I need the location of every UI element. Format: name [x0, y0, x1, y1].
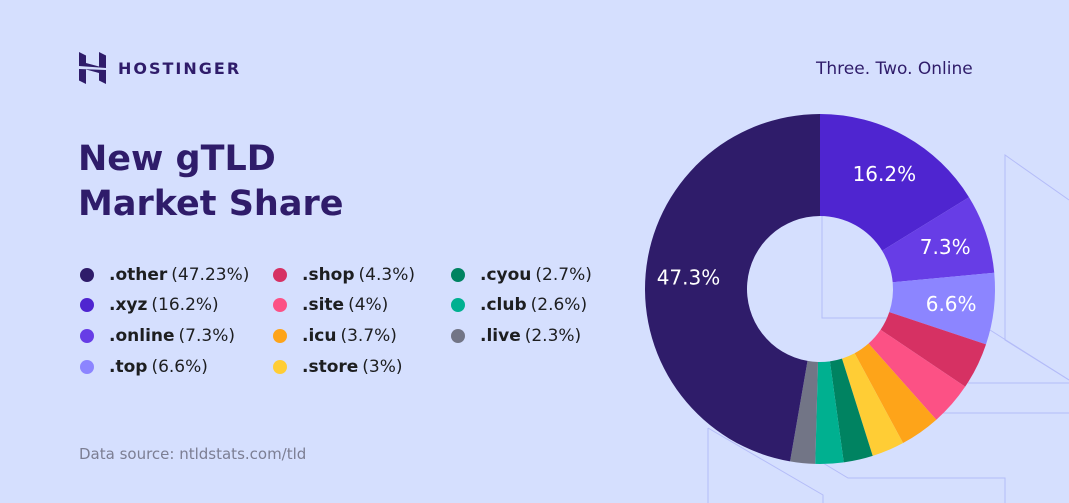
legend-value: (3.7%) [340, 326, 397, 346]
donut-slice-top [889, 272, 995, 345]
legend-swatch-icon [273, 329, 287, 343]
donut-slice-other [645, 114, 820, 462]
legend-value: (2.3%) [524, 326, 582, 346]
brand-name: HOSTINGER [118, 58, 242, 78]
legend-swatch-icon [451, 268, 465, 282]
legend-value: (4.3%) [358, 265, 415, 285]
legend-item-live: .live (2.3%) [451, 326, 581, 346]
donut-slice-live [790, 360, 819, 464]
legend-item-xyz: .xyz (16.2%) [80, 295, 219, 315]
legend-swatch-icon [273, 268, 287, 282]
donut-labels: 16.2% 7.3% 6.6% 47.3% [657, 162, 977, 316]
legend-item-site: .site (4%) [273, 295, 388, 315]
chart-title-line2: Market Share [78, 184, 344, 224]
legend-swatch-icon [80, 329, 94, 343]
legend-label: .xyz [109, 295, 148, 315]
legend-label: .online [109, 326, 175, 346]
legend-value: (16.2%) [151, 295, 219, 315]
background-decoration-lines [707, 154, 1069, 503]
legend-value: (47.23%) [171, 265, 250, 285]
slice-label-other: 47.3% [657, 266, 721, 290]
chart-title: New gTLD Market Share [78, 137, 343, 227]
legend-value: (4%) [348, 295, 389, 315]
legend-item-online: .online (7.3%) [80, 326, 235, 346]
legend-label: .cyou [480, 265, 532, 285]
brand-logo: HOSTINGER [79, 52, 241, 84]
legend-swatch-icon [273, 298, 287, 312]
legend-swatch-icon [80, 298, 94, 312]
legend-swatch-icon [80, 268, 94, 282]
legend-item-other: .other (47.23%) [80, 265, 249, 285]
donut-chart [645, 114, 995, 464]
donut-slice-cyou [829, 358, 873, 463]
legend-value: (6.6%) [151, 357, 208, 377]
tagline: Three. Two. Online [816, 59, 973, 79]
slice-label-online: 7.3% [920, 235, 971, 259]
legend-value: (2.7%) [535, 265, 592, 285]
legend-value: (3%) [362, 357, 403, 377]
legend-label: .site [302, 295, 345, 315]
legend-label: .other [109, 265, 168, 285]
chart-title-line1: New gTLD [78, 139, 276, 179]
legend-label: .top [109, 357, 148, 377]
legend-label: .shop [302, 265, 355, 285]
legend-label: .live [480, 326, 521, 346]
donut-slice-site [868, 329, 966, 420]
legend-label: .club [480, 295, 527, 315]
donut-slice-shop [880, 312, 987, 387]
legend-swatch-icon [451, 298, 465, 312]
legend-item-icu: .icu (3.7%) [273, 326, 397, 346]
legend-swatch-icon [273, 360, 287, 374]
legend-label: .store [302, 357, 359, 377]
donut-slice-club [815, 361, 844, 464]
donut-slice-icu [854, 343, 937, 444]
legend-item-club: .club (2.6%) [451, 295, 587, 315]
legend-value: (7.3%) [178, 326, 235, 346]
legend-item-cyou: .cyou (2.7%) [451, 265, 592, 285]
donut-slice-store [841, 353, 904, 456]
slice-label-top: 6.6% [926, 292, 977, 316]
legend-item-shop: .shop (4.3%) [273, 265, 415, 285]
hostinger-logo-icon [79, 52, 106, 84]
legend-swatch-icon [80, 360, 94, 374]
slice-label-xyz: 16.2% [853, 162, 917, 186]
legend-item-top: .top (6.6%) [80, 357, 208, 377]
data-source-note: Data source: ntldstats.com/tld [79, 445, 307, 463]
legend-item-store: .store (3%) [273, 357, 403, 377]
donut-slice-xyz [820, 114, 969, 251]
legend-value: (2.6%) [530, 295, 588, 315]
donut-slice-online [882, 197, 995, 283]
legend-label: .icu [302, 326, 337, 346]
legend-swatch-icon [451, 329, 465, 343]
